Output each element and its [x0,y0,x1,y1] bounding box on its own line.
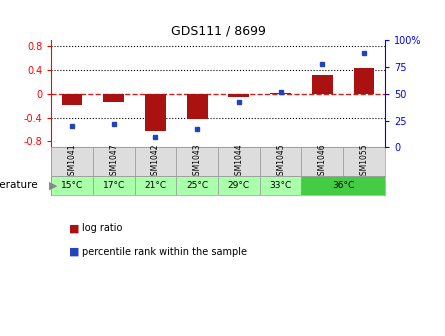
Bar [218,176,260,195]
Text: GSM1046: GSM1046 [318,143,327,180]
Bar [343,147,385,176]
Bar [61,94,82,104]
Bar [135,147,176,176]
Text: ■: ■ [69,247,80,257]
Text: 36°C: 36°C [332,181,354,190]
Text: GSM1055: GSM1055 [360,143,368,180]
Text: GSM1045: GSM1045 [276,143,285,180]
Text: 21°C: 21°C [145,181,166,190]
Bar [93,176,135,195]
Bar [270,93,291,94]
Text: GSM1044: GSM1044 [235,143,243,180]
Bar [51,176,93,195]
Bar [218,147,260,176]
Text: 17°C: 17°C [103,181,125,190]
Text: ▶: ▶ [49,180,57,191]
Text: percentile rank within the sample: percentile rank within the sample [82,247,247,257]
Text: 33°C: 33°C [270,181,292,190]
Bar [135,176,176,195]
Bar [93,147,135,176]
Text: GSM1041: GSM1041 [68,143,77,180]
Bar [176,147,218,176]
Bar [354,68,375,94]
Text: GSM1043: GSM1043 [193,143,202,180]
Bar [103,94,124,102]
Text: GSM1042: GSM1042 [151,143,160,180]
Text: GSM1047: GSM1047 [109,143,118,180]
Bar [187,94,208,119]
Text: log ratio: log ratio [82,223,123,234]
Text: 25°C: 25°C [186,181,208,190]
Text: 15°C: 15°C [61,181,83,190]
Bar [51,147,93,176]
Bar [260,147,302,176]
Bar [302,176,385,195]
Bar [312,75,333,94]
Bar [302,147,343,176]
Bar [228,94,249,97]
Bar [145,94,166,131]
Text: ■: ■ [69,223,80,234]
Bar [176,176,218,195]
Bar [260,176,302,195]
Text: 29°C: 29°C [228,181,250,190]
Title: GDS111 / 8699: GDS111 / 8699 [170,25,266,38]
Text: temperature: temperature [0,180,38,191]
